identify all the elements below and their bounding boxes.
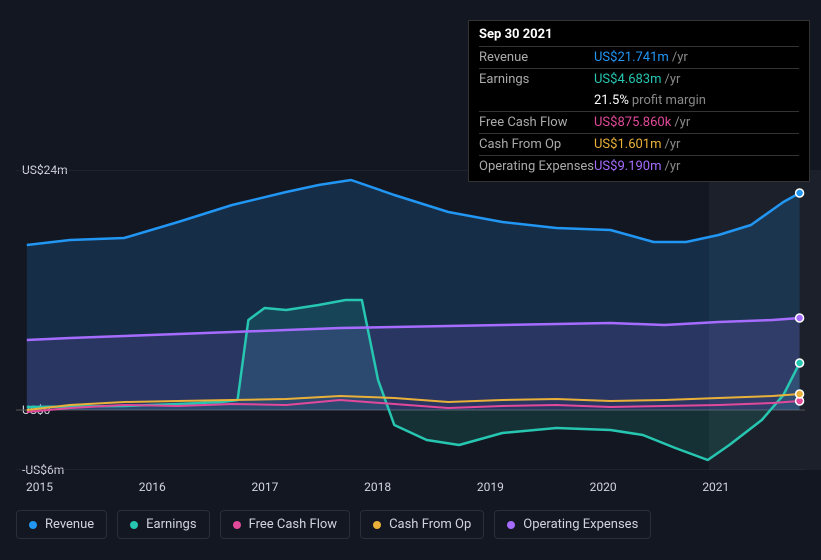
legend-item[interactable]: Earnings bbox=[117, 510, 209, 539]
legend-label: Cash From Op bbox=[389, 517, 471, 532]
chart-area: US$24mUS$0-US$6m bbox=[16, 155, 805, 470]
tooltip-label: Operating Expenses bbox=[479, 159, 594, 174]
x-axis: 2015201620172018201920202021 bbox=[16, 480, 805, 494]
tooltip-unit: profit margin bbox=[629, 93, 706, 108]
tooltip-value: US$875.860k bbox=[594, 115, 671, 130]
legend-swatch bbox=[507, 521, 515, 529]
legend-label: Earnings bbox=[146, 517, 196, 532]
tooltip-unit: /yr bbox=[662, 159, 681, 174]
tooltip-rows: RevenueUS$21.741m/yr EarningsUS$4.683m/yr… bbox=[479, 46, 799, 177]
legend-swatch bbox=[29, 521, 37, 529]
tooltip-label: Free Cash Flow bbox=[479, 115, 594, 130]
plot-svg[interactable] bbox=[16, 170, 805, 470]
legend-item[interactable]: Revenue bbox=[16, 510, 107, 539]
legend-item[interactable]: Cash From Op bbox=[360, 510, 484, 539]
legend-swatch bbox=[373, 521, 381, 529]
tooltip-label: Cash From Op bbox=[479, 137, 594, 152]
legend-label: Operating Expenses bbox=[523, 517, 638, 532]
x-tick-label: 2016 bbox=[129, 480, 242, 494]
tooltip-label: Revenue bbox=[479, 50, 594, 65]
legend-label: Revenue bbox=[45, 517, 94, 532]
x-tick-label: 2019 bbox=[467, 480, 580, 494]
legend-swatch bbox=[130, 521, 138, 529]
tooltip-value: 21.5% bbox=[594, 93, 629, 108]
legend: Revenue Earnings Free Cash Flow Cash From O… bbox=[16, 510, 651, 539]
x-tick-label: 2020 bbox=[580, 480, 693, 494]
tooltip-label bbox=[479, 93, 594, 108]
tooltip-value: US$9.190m bbox=[594, 159, 662, 174]
tooltip-unit: /yr bbox=[671, 115, 690, 130]
tooltip-unit: /yr bbox=[662, 72, 681, 87]
tooltip-value: US$21.741m bbox=[594, 50, 669, 65]
tooltip-unit: /yr bbox=[669, 50, 688, 65]
tooltip-date: Sep 30 2021 bbox=[479, 27, 799, 46]
x-tick-label: 2018 bbox=[354, 480, 467, 494]
legend-swatch bbox=[233, 521, 241, 529]
x-tick-label: 2017 bbox=[241, 480, 354, 494]
tooltip-value: US$1.601m bbox=[594, 137, 662, 152]
x-tick-label: 2021 bbox=[692, 480, 805, 494]
legend-item[interactable]: Free Cash Flow bbox=[220, 510, 350, 539]
tooltip: Sep 30 2021 RevenueUS$21.741m/yr Earnings… bbox=[468, 20, 810, 182]
legend-item[interactable]: Operating Expenses bbox=[494, 510, 651, 539]
chart-container: Sep 30 2021 RevenueUS$21.741m/yrEarnings… bbox=[0, 0, 821, 560]
tooltip-unit: /yr bbox=[662, 137, 681, 152]
legend-label: Free Cash Flow bbox=[249, 517, 337, 532]
tooltip-value: US$4.683m bbox=[594, 72, 662, 87]
tooltip-label: Earnings bbox=[479, 72, 594, 87]
x-tick-label: 2015 bbox=[16, 480, 129, 494]
